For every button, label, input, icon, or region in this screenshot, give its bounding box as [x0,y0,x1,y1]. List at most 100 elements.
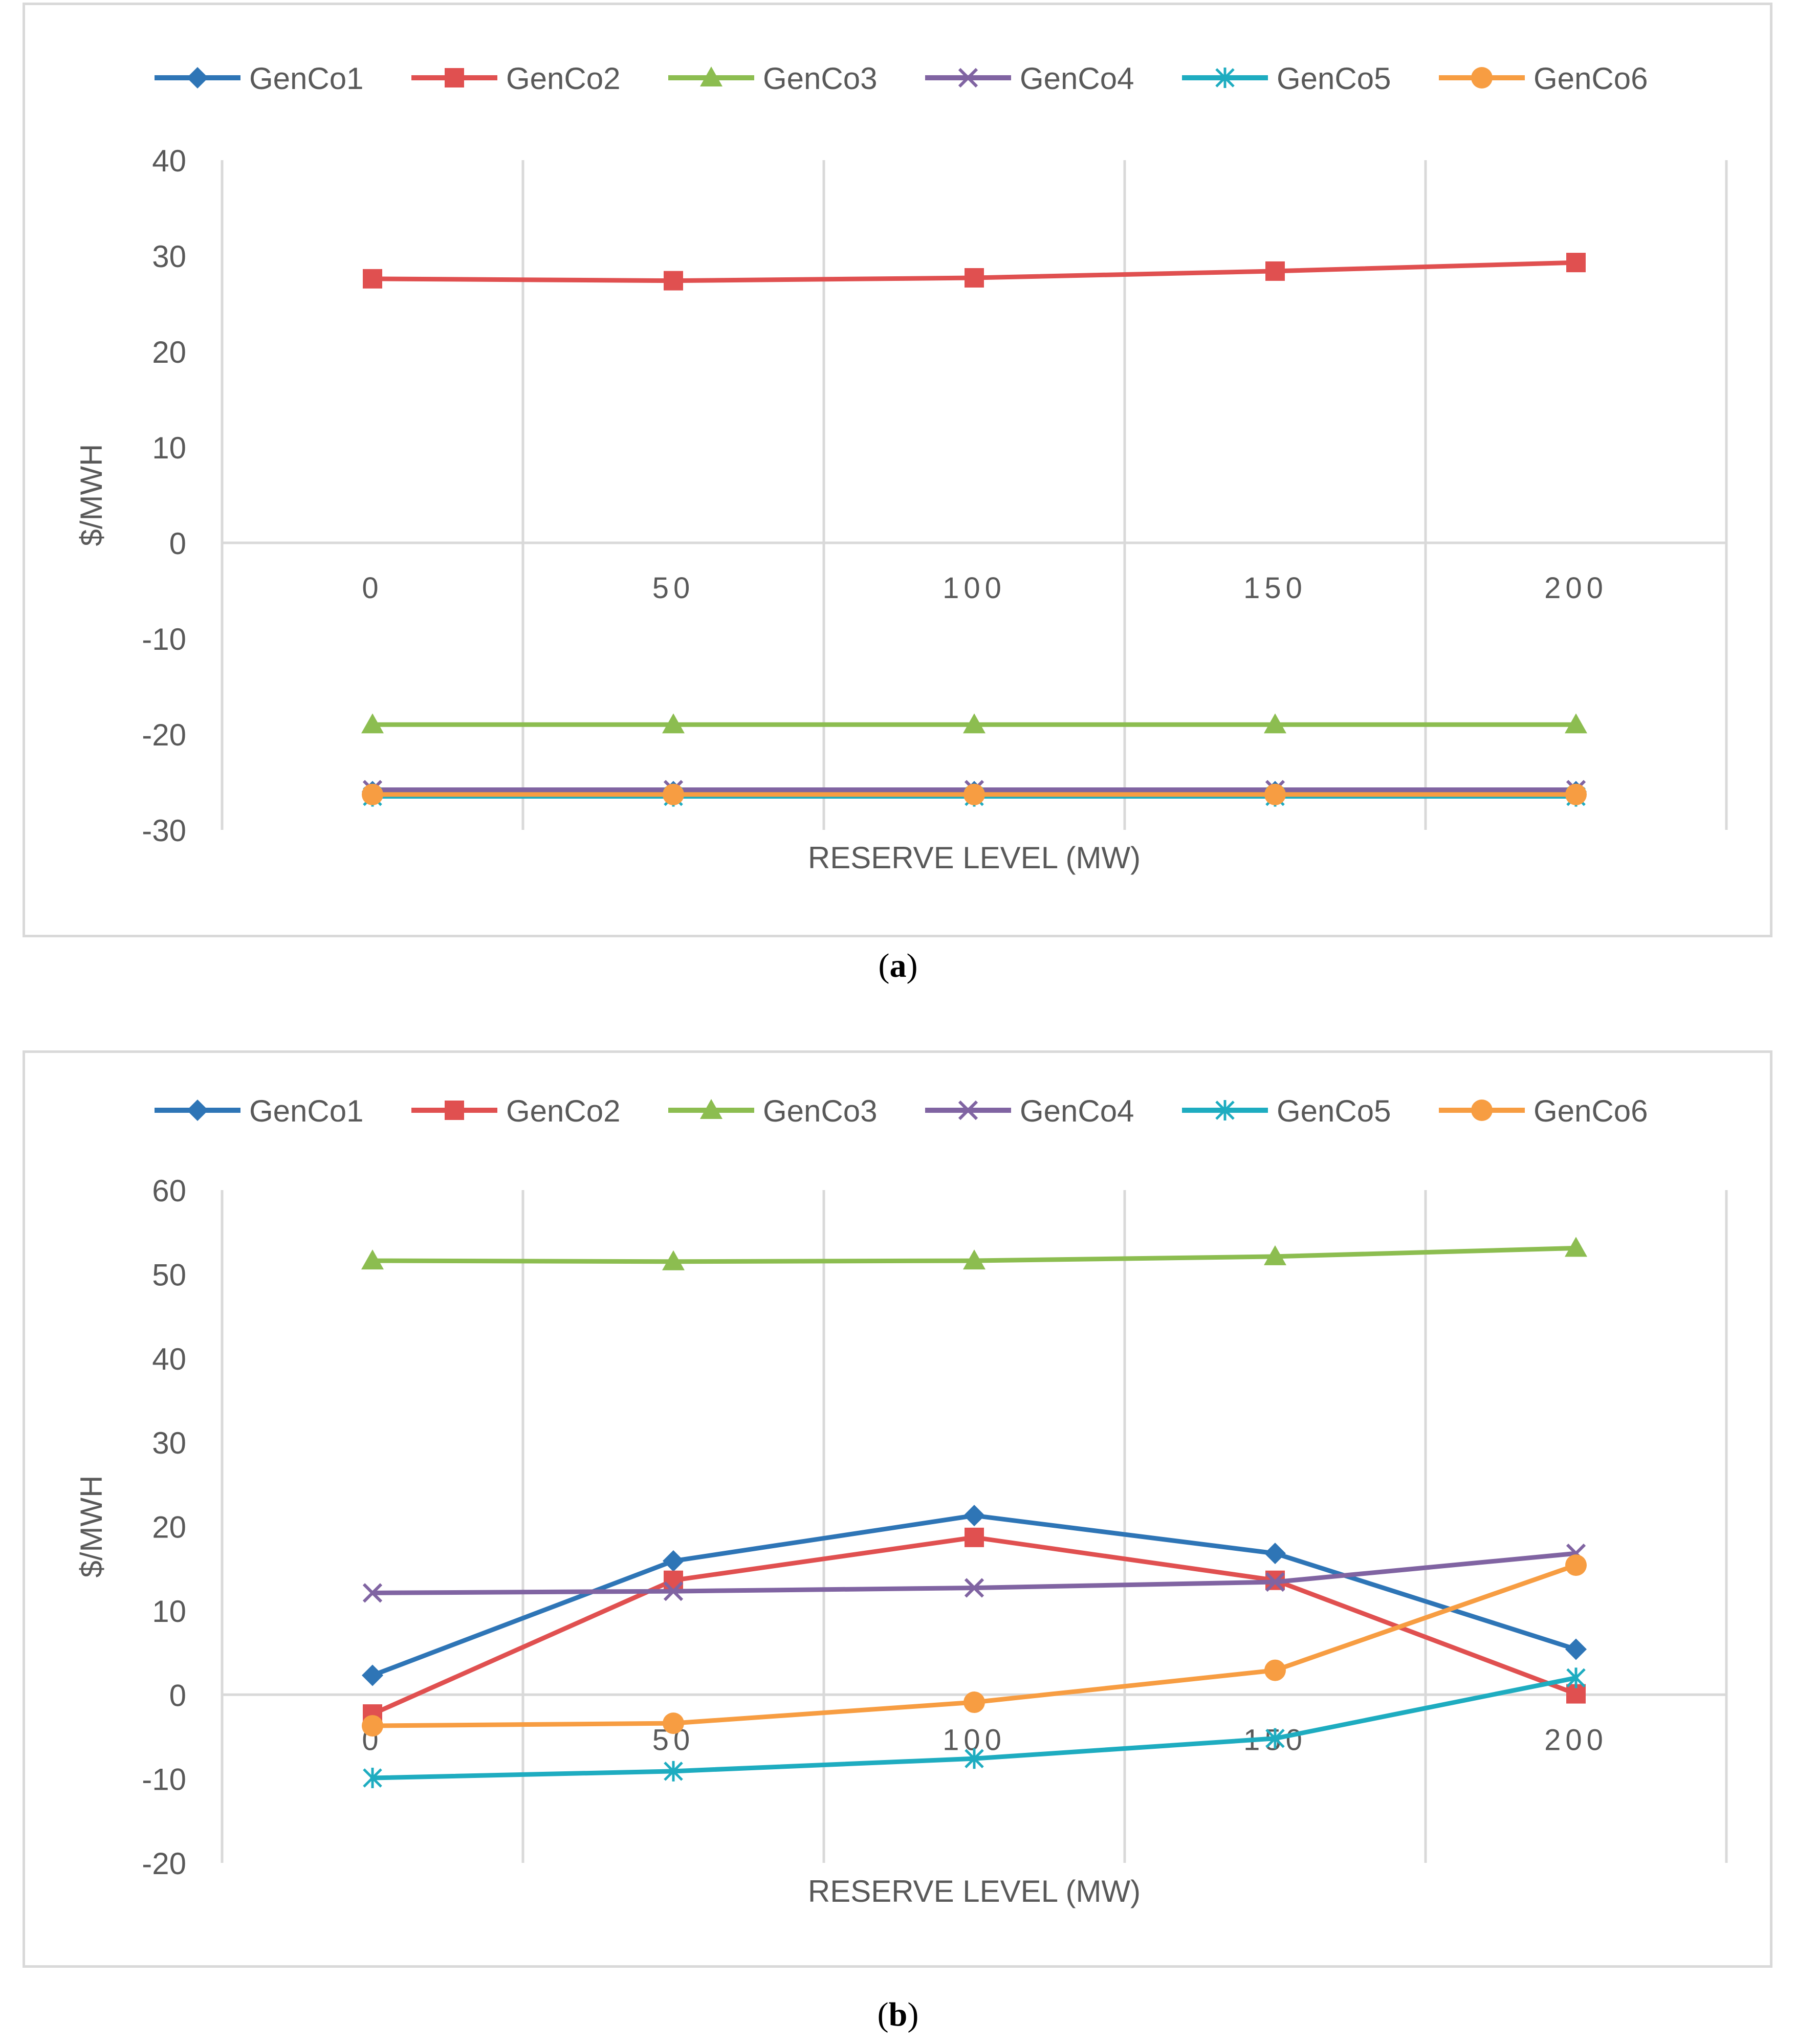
data-point-genco2 [965,268,984,288]
legend-marker [1215,68,1235,88]
caption-b-letter: b [888,1996,908,2033]
legend-label: GenCo1 [249,1094,363,1128]
data-point-genco4-stroke [663,1581,684,1601]
data-point-genco6 [362,1715,383,1737]
legend-item-genco1: GenCo1 [155,61,363,96]
series-genco6 [362,783,1587,805]
data-point-genco3 [1264,713,1286,734]
chart-panel-a: 40 30 20 10 0 -10 -20 -30 0 50 100 150 200 RESERVE LE… [23,3,1772,937]
data-point-genco4-stroke [362,1583,383,1603]
legend-marker [1471,1100,1493,1121]
x-tick-label: 100 [943,1723,1006,1756]
legend: GenCo1 GenCo2 GenCo3 GenCo4 GenCo5 GenCo6 [155,61,1648,96]
series-genco3 [361,1237,1587,1270]
data-point-genco5 [1566,1667,1586,1688]
y-tick-label: 0 [169,526,186,561]
legend-marker [700,1099,722,1119]
data-point-genco3 [361,713,384,734]
legend-marker [1471,67,1493,89]
series-line-genco2 [370,1535,1579,1717]
legend-label: GenCo1 [249,61,363,96]
data-point-genco1 [1264,1543,1286,1565]
data-point-genco6 [663,1712,684,1734]
y-tick-label: 50 [152,1258,186,1292]
legend-label: GenCo3 [763,61,877,96]
data-point-genco4 [964,1578,984,1598]
data-point-genco2 [965,1527,984,1547]
x-tick-label: 150 [1243,572,1307,605]
legend-label: GenCo5 [1277,1094,1391,1128]
x-tick-label: 200 [1544,1723,1608,1756]
legend-item-genco1: GenCo1 [155,1094,363,1128]
legend-item-genco2: GenCo2 [411,1094,620,1128]
x-tick-label: 200 [1544,572,1608,605]
legend-label: GenCo2 [506,61,620,96]
data-point-genco6 [1565,783,1587,805]
legend-item-genco2: GenCo2 [411,61,620,96]
legend-marker [700,67,722,86]
series-genco5 [363,1667,1586,1788]
data-point-genco6 [963,783,985,805]
y-axis-title: $/MWH [74,444,108,546]
series-genco2 [363,253,1586,291]
legend-marker-stroke [958,68,978,88]
legend-marker [958,68,978,88]
y-tick-label: -10 [142,1763,186,1797]
data-point-genco3 [1565,1237,1587,1257]
data-point-genco3 [361,1249,384,1270]
data-point-genco3 [662,713,685,734]
series-genco6 [362,1554,1587,1737]
y-tick-label: 30 [152,239,186,274]
legend-marker [1215,1100,1235,1120]
caption-a: (a) [878,947,918,984]
data-point-genco2 [363,269,382,289]
legend-label: GenCo3 [763,1094,877,1128]
x-axis-title: RESERVE LEVEL (MW) [808,1874,1141,1908]
y-tick-label: 0 [169,1678,186,1712]
legend-label: GenCo5 [1277,61,1391,96]
data-point-genco1 [663,1550,684,1572]
caption-a-letter: a [889,947,907,984]
data-point-genco3 [963,1249,985,1270]
y-tick-label: 60 [152,1174,186,1208]
series-genco3 [361,713,1587,734]
data-point-genco6 [663,783,684,805]
legend-item-genco6: GenCo6 [1439,61,1648,96]
legend-item-genco6: GenCo6 [1439,1094,1648,1128]
series-genco1 [362,1505,1587,1686]
legend-item-genco5: GenCo5 [1182,61,1391,96]
y-tick-label: 20 [152,335,186,369]
data-point-genco3 [1565,713,1587,734]
legend-label: GenCo6 [1534,61,1648,96]
gridlines [221,160,1728,830]
legend-item-genco3: GenCo3 [668,1094,877,1128]
data-point-genco4 [663,1581,684,1601]
legend-label: GenCo2 [506,1094,620,1128]
legend-label: GenCo4 [1020,61,1134,96]
data-point-genco4 [362,1583,383,1603]
y-tick-label: -10 [142,622,186,656]
legend-label: GenCo4 [1020,1094,1134,1128]
data-point-genco6 [1264,1659,1286,1681]
y-axis-title: $/MWH [74,1476,108,1578]
data-point-genco2 [664,271,683,291]
legend-marker [187,67,208,89]
legend-item-genco5: GenCo5 [1182,1094,1391,1128]
data-point-genco1 [362,1664,383,1686]
legend: GenCo1 GenCo2 GenCo3 GenCo4 GenCo5 GenCo6 [155,1094,1648,1128]
y-tick-label: -20 [142,1847,186,1881]
legend-item-genco4: GenCo4 [925,61,1134,96]
legend-marker [445,1101,464,1120]
data-point-genco4 [1265,1572,1285,1592]
legend-marker [445,68,464,87]
x-axis-title: RESERVE LEVEL (MW) [808,841,1141,875]
data-point-genco4-stroke [1265,1572,1285,1592]
y-tick-label: 10 [152,1594,186,1629]
x-tick-label: 50 [652,572,695,605]
data-point-genco4-stroke [964,1578,984,1598]
y-tick-label: -30 [142,814,186,848]
x-tick-label: 0 [362,572,383,605]
